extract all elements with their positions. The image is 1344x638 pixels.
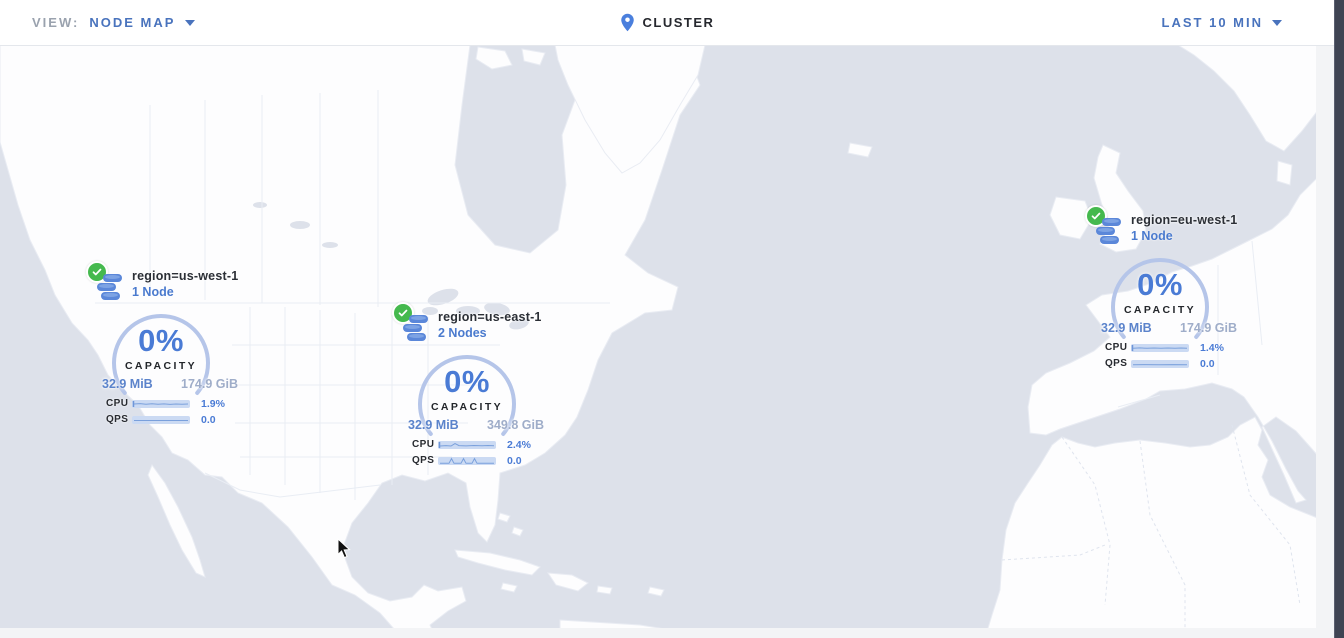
qps-sparkline: [438, 456, 496, 465]
database-stack-icon: [97, 274, 122, 300]
node-count[interactable]: 2 Nodes: [438, 326, 487, 340]
page-gutter: [1316, 45, 1334, 638]
capacity-total: 174.9 GiB: [1180, 321, 1237, 335]
capacity-total: 349.8 GiB: [487, 418, 544, 432]
check-circle-icon: [1085, 205, 1107, 227]
region-label: region=us-east-1: [438, 310, 542, 324]
state-borders: [95, 90, 1263, 500]
database-stack-icon: [1096, 218, 1121, 244]
capacity-gauge: [418, 355, 516, 453]
capacity-percent: 0%: [1137, 267, 1183, 302]
qps-label: QPS: [106, 414, 129, 425]
view-value[interactable]: NODE MAP: [89, 15, 176, 30]
qps-sparkline: [132, 415, 190, 424]
check-circle-icon: [86, 261, 108, 283]
cluster-breadcrumb-label: CLUSTER: [642, 15, 715, 30]
capacity-label: CAPACITY: [124, 360, 198, 372]
node-count[interactable]: 1 Node: [132, 285, 174, 299]
cpu-label: CPU: [1105, 342, 1128, 353]
landmasses: [0, 45, 1344, 638]
capacity-gauge: [112, 314, 210, 412]
cpu-value: 1.9%: [201, 397, 225, 410]
cpu-value: 1.4%: [1200, 341, 1224, 354]
capacity-percent: 0%: [444, 364, 490, 399]
capacity-used: 32.9 MiB: [1101, 321, 1152, 335]
world-map: [0, 45, 1344, 638]
page-gutter-bottom: [0, 628, 1334, 638]
qps-value: 0.0: [507, 454, 522, 467]
location-pin-icon: [620, 13, 634, 32]
qps-value: 0.0: [201, 413, 216, 426]
view-label: VIEW:: [32, 15, 80, 30]
capacity-gauge: [1111, 258, 1209, 356]
locality-badge-eu-west-1[interactable]: region=eu-west-1 1 Node 0% CAPACITY 32.9…: [1085, 205, 1257, 387]
region-label: region=eu-west-1: [1131, 213, 1238, 227]
breadcrumb: CLUSTER: [0, 0, 1334, 45]
capacity-label: CAPACITY: [430, 401, 504, 413]
cpu-label: CPU: [412, 439, 435, 450]
capacity-label: CAPACITY: [1123, 304, 1197, 316]
window-edge: [1334, 0, 1344, 638]
cpu-sparkline: [132, 399, 190, 408]
check-circle-icon: [392, 302, 414, 324]
time-range-selector[interactable]: LAST 10 MIN: [1162, 0, 1282, 45]
qps-label: QPS: [1105, 358, 1128, 369]
node-count[interactable]: 1 Node: [1131, 229, 1173, 243]
caret-down-icon[interactable]: [1272, 20, 1282, 26]
capacity-used: 32.9 MiB: [408, 418, 459, 432]
cpu-sparkline: [438, 440, 496, 449]
locality-badge-us-west-1[interactable]: region=us-west-1 1 Node 0% CAPACITY 32.9…: [86, 261, 258, 443]
locality-badge-us-east-1[interactable]: region=us-east-1 2 Nodes 0% CAPACITY 32.…: [392, 302, 564, 484]
capacity-percent: 0%: [138, 323, 184, 358]
lakes: [253, 202, 529, 330]
time-range-value[interactable]: LAST 10 MIN: [1161, 15, 1263, 30]
mouse-cursor: [337, 538, 351, 559]
view-selector[interactable]: VIEW: NODE MAP: [32, 0, 196, 45]
qps-sparkline: [1131, 359, 1189, 368]
toolbar: VIEW: NODE MAP CLUSTER LAST 10 MIN: [0, 0, 1334, 46]
country-borders: [1001, 424, 1301, 638]
caret-down-icon[interactable]: [185, 20, 196, 26]
qps-value: 0.0: [1200, 357, 1215, 370]
capacity-used: 32.9 MiB: [102, 377, 153, 391]
qps-label: QPS: [412, 455, 435, 466]
cpu-label: CPU: [106, 398, 129, 409]
database-stack-icon: [403, 315, 428, 341]
region-label: region=us-west-1: [132, 269, 239, 283]
cpu-value: 2.4%: [507, 438, 531, 451]
capacity-total: 174.9 GiB: [181, 377, 238, 391]
cpu-sparkline: [1131, 343, 1189, 352]
